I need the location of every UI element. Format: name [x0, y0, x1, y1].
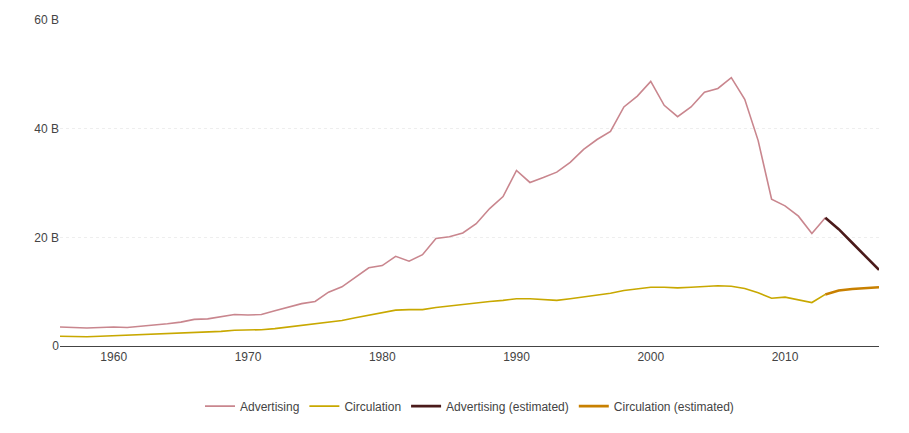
svg-text:60 B: 60 B: [34, 13, 59, 27]
svg-text:2000: 2000: [637, 350, 664, 364]
svg-text:Circulation (estimated): Circulation (estimated): [614, 400, 734, 414]
svg-text:40 B: 40 B: [34, 122, 59, 136]
svg-text:1970: 1970: [235, 350, 262, 364]
svg-text:1990: 1990: [503, 350, 530, 364]
svg-text:Advertising (estimated): Advertising (estimated): [446, 400, 569, 414]
svg-text:1980: 1980: [369, 350, 396, 364]
svg-text:0: 0: [52, 339, 59, 353]
svg-text:Advertising: Advertising: [240, 400, 299, 414]
svg-text:20 B: 20 B: [34, 231, 59, 245]
svg-text:1960: 1960: [100, 350, 127, 364]
svg-text:Circulation: Circulation: [344, 400, 401, 414]
svg-text:2010: 2010: [772, 350, 799, 364]
